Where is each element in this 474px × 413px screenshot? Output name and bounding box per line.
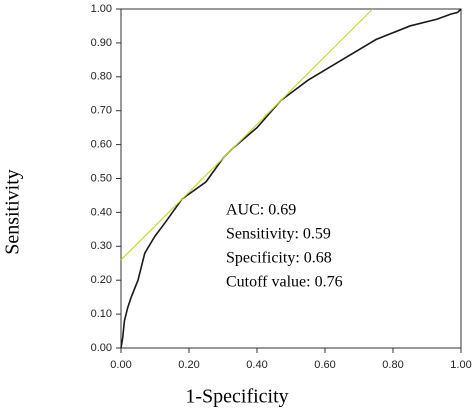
y-tick-label: 0.60: [91, 139, 112, 151]
annotation: Sensitivity: 0.59: [226, 226, 331, 243]
annotation: Specificity: 0.68: [226, 250, 332, 267]
x-axis-title: 1-Specificity: [185, 386, 288, 408]
plot-frame: [120, 8, 462, 349]
x-tick-label: 0.60: [314, 359, 335, 371]
y-tick-label: 0.70: [91, 105, 112, 117]
line: [120, 8, 374, 261]
y-tick-label: 0.00: [91, 342, 112, 354]
x-tick-label: 0.40: [246, 359, 267, 371]
x-tick-label: 0.80: [382, 359, 403, 371]
annotation: AUC: 0.69: [226, 202, 296, 219]
y-tick-label: 0.50: [91, 172, 112, 184]
y-tick-label: 0.90: [91, 37, 112, 49]
x-tick-label: 0.00: [110, 359, 131, 371]
x-tick-label: 0.20: [178, 359, 199, 371]
line: [120, 8, 462, 349]
y-tick-label: 0.20: [91, 274, 112, 286]
annotation: Cutoff value: 0.76: [226, 274, 343, 291]
y-tick-label: 0.10: [91, 308, 112, 320]
y-tick-label: 0.30: [91, 240, 112, 252]
y-axis-title: Sensitivity: [2, 169, 24, 255]
y-tick-label: 0.80: [91, 71, 112, 83]
y-tick-label: 1.00: [91, 3, 112, 15]
y-tick-label: 0.40: [91, 206, 112, 218]
x-tick-label: 1.00: [450, 359, 471, 371]
